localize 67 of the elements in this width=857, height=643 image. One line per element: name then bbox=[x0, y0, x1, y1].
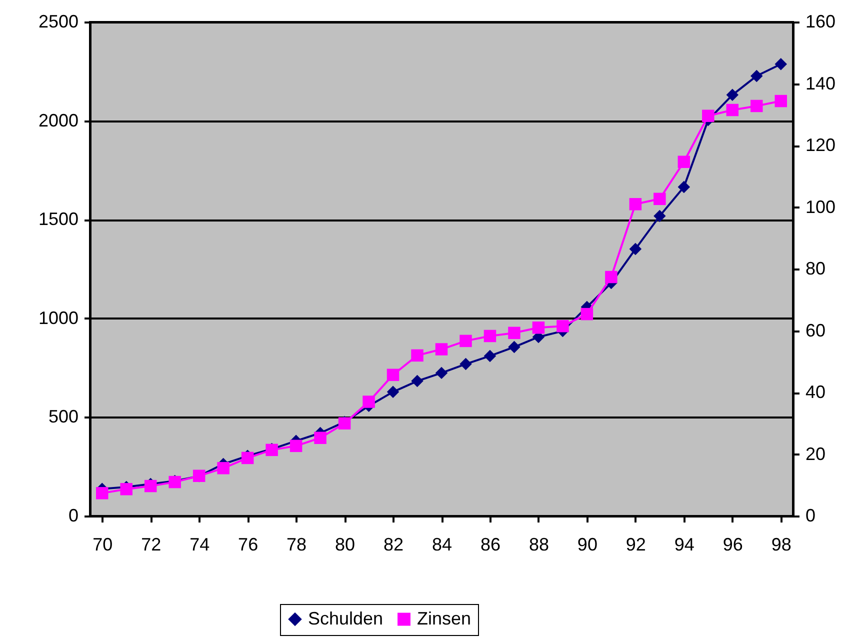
legend-label: Schulden bbox=[308, 608, 384, 628]
point bbox=[654, 192, 666, 206]
y2-tick-label: 160 bbox=[806, 12, 836, 32]
x-tick-label: 74 bbox=[190, 534, 210, 554]
point bbox=[411, 349, 424, 362]
x-tick-label: 86 bbox=[480, 534, 500, 554]
x-tick-label: 92 bbox=[626, 534, 646, 554]
point bbox=[435, 343, 448, 356]
y-tick-label: 0 bbox=[68, 506, 78, 526]
y2-tick-label: 60 bbox=[806, 320, 826, 340]
y2-tick-label: 0 bbox=[806, 506, 816, 526]
x-tick-label: 76 bbox=[238, 534, 258, 554]
x-tick-label: 98 bbox=[771, 534, 792, 554]
point bbox=[532, 322, 545, 334]
point bbox=[362, 396, 375, 408]
x-tick-label: 84 bbox=[432, 534, 452, 554]
point bbox=[605, 270, 618, 284]
point bbox=[726, 104, 739, 116]
point bbox=[654, 210, 666, 222]
point bbox=[386, 368, 400, 382]
point bbox=[629, 242, 642, 256]
x-tick-label: 70 bbox=[92, 534, 113, 554]
y2-tick-label: 20 bbox=[806, 444, 826, 464]
point bbox=[750, 70, 763, 82]
point bbox=[484, 330, 496, 342]
point bbox=[774, 94, 787, 108]
point bbox=[435, 366, 448, 380]
point bbox=[411, 374, 424, 388]
point bbox=[120, 483, 132, 496]
point bbox=[484, 350, 496, 362]
y-tick-label: 1000 bbox=[38, 308, 78, 328]
y-tick-label: 2000 bbox=[38, 110, 78, 130]
y-tick-label: 2500 bbox=[38, 12, 78, 32]
point bbox=[314, 432, 326, 444]
point bbox=[580, 308, 594, 320]
x-tick-label: 96 bbox=[722, 534, 743, 554]
x-tick-label: 90 bbox=[577, 534, 598, 554]
x-tick-label: 88 bbox=[528, 534, 549, 554]
point bbox=[96, 487, 108, 500]
x-tick-label: 72 bbox=[141, 534, 162, 554]
y2-tick-label: 120 bbox=[806, 135, 836, 155]
point bbox=[750, 100, 763, 112]
y2-tick-label: 80 bbox=[806, 258, 826, 278]
point bbox=[290, 440, 302, 452]
point bbox=[774, 58, 788, 70]
y-tick-label: 500 bbox=[48, 406, 78, 427]
point bbox=[726, 88, 739, 102]
point bbox=[217, 462, 230, 474]
x-tick-label: 80 bbox=[335, 534, 356, 554]
x-tick-label: 82 bbox=[384, 534, 404, 554]
point bbox=[460, 358, 472, 370]
point bbox=[460, 334, 472, 348]
legend-label: Zinsen bbox=[417, 608, 472, 628]
point bbox=[678, 180, 690, 194]
point bbox=[508, 340, 520, 354]
point bbox=[508, 326, 520, 340]
point bbox=[386, 386, 400, 398]
y2-tick-label: 40 bbox=[806, 382, 826, 402]
point bbox=[556, 320, 569, 332]
x-tick-label: 94 bbox=[674, 534, 694, 554]
y-tick-label: 1500 bbox=[38, 209, 78, 230]
y2-tick-label: 100 bbox=[806, 196, 836, 217]
y2-tick-label: 140 bbox=[806, 73, 836, 94]
point bbox=[702, 110, 714, 122]
x-tick-label: 78 bbox=[286, 534, 307, 554]
point bbox=[678, 156, 690, 168]
point bbox=[629, 198, 642, 210]
